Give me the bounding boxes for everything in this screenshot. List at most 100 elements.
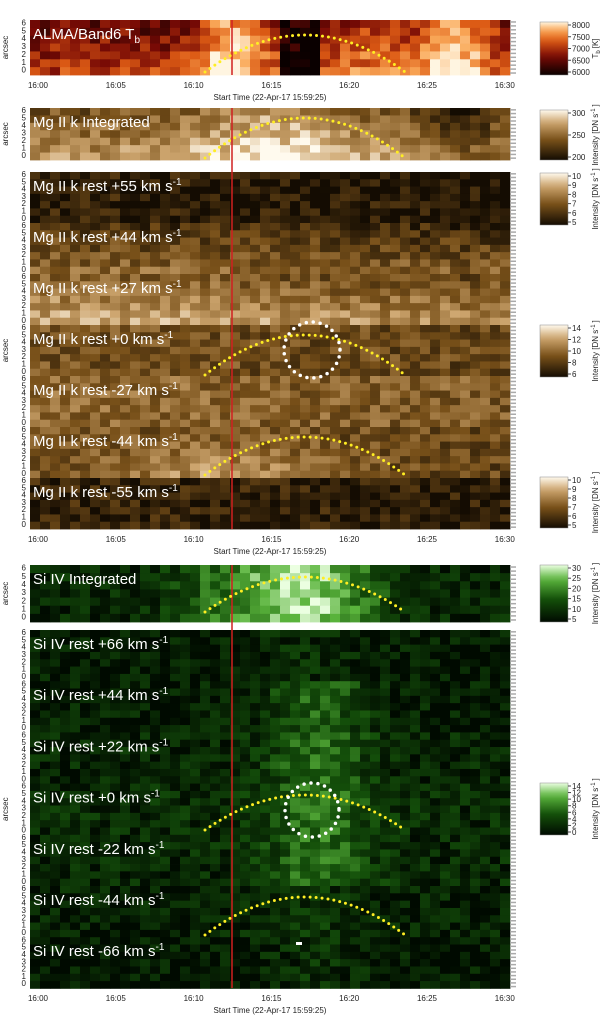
image-cell <box>310 806 320 814</box>
image-cell <box>100 59 110 67</box>
image-cell <box>240 59 250 67</box>
image-cell <box>500 44 510 52</box>
image-cell <box>320 806 330 814</box>
image-cell <box>250 507 260 515</box>
image-cell <box>440 310 450 318</box>
image-cell <box>350 289 360 297</box>
image-cell <box>30 420 40 428</box>
image-cell <box>430 412 440 420</box>
image-cell <box>210 208 220 216</box>
image-cell <box>180 434 190 442</box>
image-cell <box>470 383 480 391</box>
image-cell <box>460 36 470 44</box>
image-cell <box>500 347 510 355</box>
image-cell <box>450 223 460 231</box>
image-cell <box>280 274 290 282</box>
image-cell <box>150 565 160 574</box>
image-cell <box>280 179 290 187</box>
image-cell <box>250 398 260 406</box>
image-cell <box>500 762 510 770</box>
image-cell <box>470 598 480 607</box>
image-cell <box>410 369 420 377</box>
image-cell <box>180 427 190 435</box>
image-cell <box>340 130 350 138</box>
image-cell <box>100 718 110 726</box>
image-cell <box>220 791 230 799</box>
image-cell <box>460 138 470 146</box>
image-cell <box>200 463 210 471</box>
image-cell <box>150 813 160 821</box>
image-cell <box>240 238 250 246</box>
image-cell <box>200 485 210 493</box>
image-cell <box>70 718 80 726</box>
image-cell <box>40 138 50 146</box>
image-cell <box>280 369 290 377</box>
image-cell <box>180 652 190 660</box>
image-cell <box>160 44 170 52</box>
image-cell <box>490 747 500 755</box>
image-cell <box>400 630 410 638</box>
image-cell <box>80 674 90 682</box>
image-cell <box>430 20 440 28</box>
image-cell <box>220 689 230 697</box>
image-cell <box>500 710 510 718</box>
image-cell <box>120 449 130 457</box>
image-cell <box>200 340 210 348</box>
image-cell <box>440 427 450 435</box>
image-cell <box>350 376 360 384</box>
image-cell <box>330 703 340 711</box>
image-cell <box>150 710 160 718</box>
image-cell <box>420 208 430 216</box>
image-cell <box>280 637 290 645</box>
image-cell <box>30 296 40 304</box>
image-cell <box>240 303 250 311</box>
image-cell <box>360 296 370 304</box>
image-cell <box>490 194 500 202</box>
image-cell <box>120 354 130 362</box>
image-cell <box>260 652 270 660</box>
image-cell <box>450 754 460 762</box>
image-cell <box>280 507 290 515</box>
image-cell <box>50 412 60 420</box>
image-cell <box>190 354 200 362</box>
image-cell <box>390 123 400 131</box>
image-cell <box>90 652 100 660</box>
image-cell <box>90 138 100 146</box>
image-cell <box>410 230 420 238</box>
image-cell <box>470 637 480 645</box>
image-cell <box>170 449 180 457</box>
image-cell <box>150 296 160 304</box>
image-cell <box>310 442 320 450</box>
image-cell <box>500 485 510 493</box>
image-cell <box>400 614 410 623</box>
image-cell <box>50 194 60 202</box>
image-cell <box>80 820 90 828</box>
image-cell <box>430 718 440 726</box>
image-cell <box>340 589 350 598</box>
image-cell <box>340 820 350 828</box>
image-cell <box>420 806 430 814</box>
image-cell <box>100 252 110 260</box>
image-cell <box>110 51 120 59</box>
image-cell <box>390 485 400 493</box>
image-cell <box>410 732 420 740</box>
image-cell <box>300 637 310 645</box>
image-cell <box>380 208 390 216</box>
image-cell <box>370 405 380 413</box>
image-cell <box>280 138 290 146</box>
image-cell <box>400 696 410 704</box>
image-cell <box>120 153 130 161</box>
image-cell <box>60 245 70 253</box>
image-cell <box>330 153 340 161</box>
image-cell <box>460 718 470 726</box>
image-cell <box>190 20 200 28</box>
image-cell <box>240 798 250 806</box>
image-cell <box>400 325 410 333</box>
image-cell <box>300 718 310 726</box>
image-cell <box>440 259 450 267</box>
image-cell <box>170 153 180 161</box>
image-cell <box>150 123 160 131</box>
image-cell <box>100 153 110 161</box>
image-cell <box>330 606 340 615</box>
image-cell <box>490 289 500 297</box>
